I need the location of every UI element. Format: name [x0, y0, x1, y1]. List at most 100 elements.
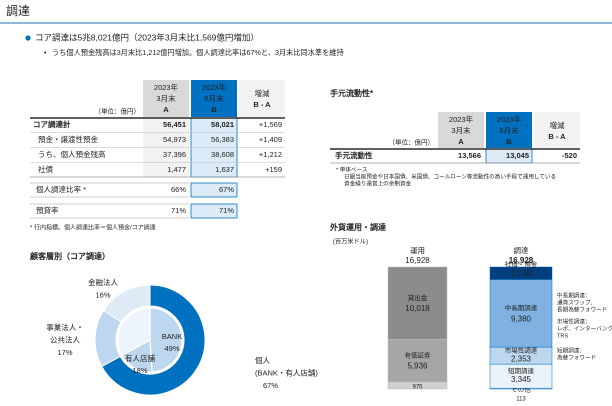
segment-name: 貸出金: [408, 293, 428, 302]
col-a-head: [438, 112, 484, 148]
footnote: * 行内指標。個人調達比率＝個人預金/コア調達: [30, 224, 156, 232]
cell-value: 1,477: [167, 165, 186, 174]
cell-value: +1,569: [259, 120, 282, 129]
row-label: 預金・譲渡性預金: [38, 134, 98, 144]
col-b-head: [486, 112, 532, 148]
segment-name: 有価証券: [405, 350, 432, 359]
segment-value: 10,018: [405, 304, 430, 313]
cell-value: -520: [562, 151, 577, 160]
segment-label: 有人店舗: [125, 353, 155, 363]
col-c-head: [534, 112, 580, 148]
column-header: 2023年: [154, 82, 179, 92]
bullet-dot: [25, 35, 31, 41]
bar-segment: [387, 338, 448, 383]
column-header: 2023年: [202, 82, 227, 92]
note: TRS: [557, 333, 568, 339]
note: 通貨スワップ、: [557, 298, 596, 306]
segment-name: 中長期調達: [505, 303, 538, 312]
column-header: 増減: [550, 120, 565, 130]
table-title: 手元流動性*: [330, 88, 374, 98]
segment-value: 67%: [263, 381, 278, 390]
column-header: 3月末: [156, 93, 176, 103]
donut-segment: [101, 284, 206, 396]
cell-value: 38,608: [211, 150, 234, 159]
column-header: 6月末: [499, 125, 519, 135]
unit: （単位：億円）: [95, 107, 141, 116]
segment-value: 3,345: [511, 375, 532, 384]
segment-label: 公共法人: [50, 334, 80, 344]
inner-rest: [117, 307, 151, 357]
segment-value: 5,936: [407, 362, 428, 371]
cell-value: +159: [265, 165, 282, 174]
bar-name: 運用: [410, 246, 425, 255]
unit: （単位：億円）: [389, 138, 435, 147]
bar-total: 16,928: [509, 256, 534, 265]
note: 為替フォワード: [557, 353, 596, 361]
segment-label: BANK: [162, 332, 182, 341]
segment-value: 49%: [164, 344, 179, 353]
cell-value: 67%: [219, 185, 234, 194]
segment-label: 個人: [255, 355, 270, 365]
segment-value: 1,738: [511, 269, 532, 278]
ratio-b-box: [190, 182, 238, 198]
note: レポ、インターバンク、: [557, 324, 612, 332]
segment-name: その他: [511, 385, 531, 394]
column-header: 2023年: [497, 114, 522, 124]
cell-value: 54,973: [163, 135, 186, 144]
column-header: 6月末: [204, 93, 224, 103]
donut-segment: [102, 284, 151, 323]
row-label: 預貸率: [36, 205, 59, 215]
column-header: B - A: [548, 132, 566, 141]
note: 中長期調達：: [557, 291, 591, 299]
sub-bullet: うち個人預金残高は3月末比1,212億円増加。個人調達比率は67%と、3月末比同…: [52, 48, 344, 57]
bar-name: 調達: [514, 245, 529, 255]
segment-name: 市場性調達: [505, 345, 538, 354]
cell-value: +1,212: [259, 150, 282, 159]
bar-segment: [489, 279, 553, 348]
note: 市場性調達：: [557, 317, 591, 325]
cell-value: 56,451: [163, 120, 186, 129]
cell-value: 1,637: [215, 165, 234, 174]
row-label: 社債: [38, 164, 53, 174]
col-b-head: [191, 80, 237, 117]
page-title: 調達: [6, 4, 30, 18]
segment-value: 18%: [132, 366, 147, 375]
chart-title: 外貨運用・調達: [330, 222, 386, 232]
segment-label: (BANK・有人店舗): [255, 367, 318, 377]
row-label: うち、個人預金残高: [38, 149, 106, 159]
column-header: B - A: [253, 100, 271, 109]
col-a-head: [143, 80, 189, 117]
inner-segment: [149, 307, 183, 373]
cell-value: 37,396: [163, 150, 186, 159]
cell-value: 71%: [219, 206, 234, 215]
column-header: A: [458, 137, 464, 146]
cell-value: 13,566: [458, 151, 481, 160]
cell-value: 71%: [171, 206, 186, 215]
row-label: コア調達計: [33, 119, 71, 129]
column-header: B: [211, 105, 217, 114]
bar-segment: [489, 363, 553, 389]
row-label: 手元流動性: [335, 150, 373, 160]
note: 短期調達：: [557, 346, 585, 354]
row-label: 個人調達比率 *: [36, 184, 86, 194]
column-header: 増減: [255, 88, 270, 98]
segment-label: 事業法人・: [46, 322, 84, 332]
segment-name: 短期調達: [508, 366, 535, 375]
segment-value: 113: [516, 397, 526, 403]
cell-value: 13,045: [506, 151, 529, 160]
sub-bullet-dot: •: [44, 50, 47, 57]
segment-name: 社債・預金: [505, 260, 538, 269]
column-header: A: [163, 105, 169, 114]
cell-value: 66%: [171, 185, 186, 194]
segment-value: 16%: [95, 290, 110, 299]
column-header: B: [506, 137, 512, 146]
footnote: 日銀当座預金や日本国債、米国債、コールローン等流動性の高い手段で運用している: [344, 172, 556, 180]
segment-value: 2,353: [511, 355, 532, 364]
segment-value: 9,380: [511, 314, 532, 323]
cell-value: 56,383: [211, 135, 234, 144]
segment-label: 金融法人: [88, 277, 118, 287]
bar-segment: [387, 266, 448, 340]
column-header: 2023年: [449, 114, 474, 124]
footnote: * 単体ベース: [336, 165, 368, 173]
